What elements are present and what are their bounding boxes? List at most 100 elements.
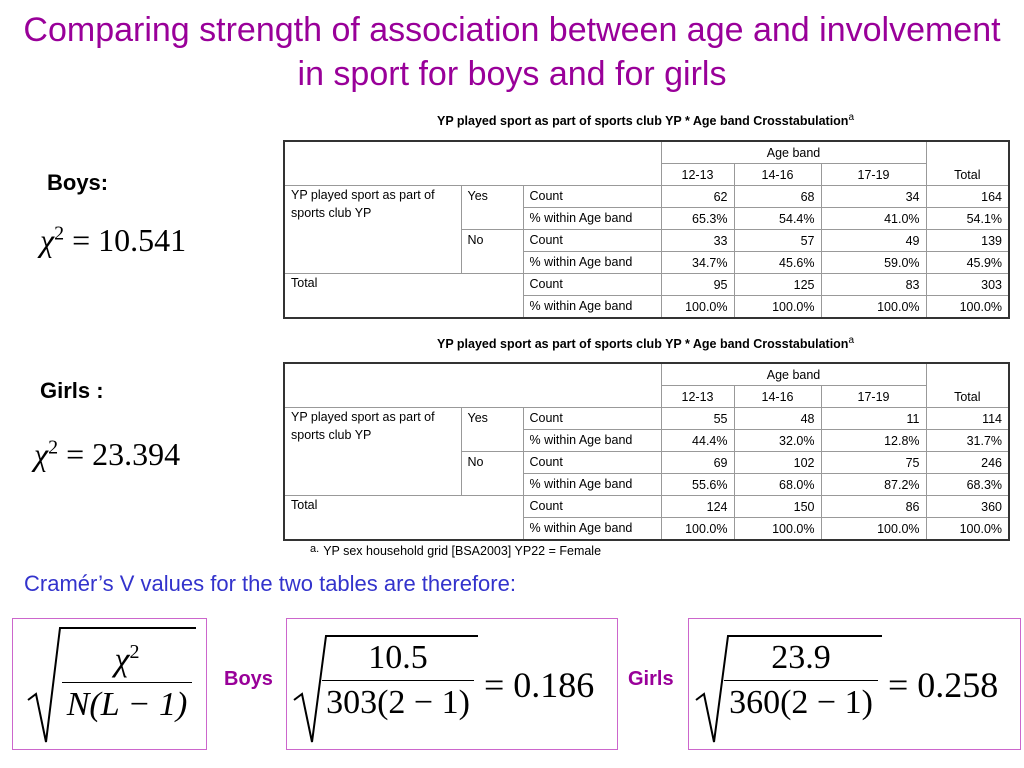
table-row: Total Count 95 125 83 303 bbox=[283, 273, 1010, 319]
numerator-power: 2 bbox=[129, 641, 140, 663]
chi-square: χ2 = 23.394 bbox=[34, 436, 180, 473]
footnote-mark: a. bbox=[310, 543, 320, 555]
cell-value: 100.0% bbox=[925, 517, 1010, 541]
numerator: 23.9 bbox=[771, 639, 831, 676]
chi-value: = 10.541 bbox=[72, 222, 187, 258]
cell-value: 55.6% bbox=[660, 473, 735, 496]
table-row: No Count 33 57 49 139 bbox=[284, 229, 1010, 274]
cell-value: 55 bbox=[660, 407, 735, 430]
formula-label: Girls bbox=[628, 668, 674, 690]
cell-value: 125 bbox=[733, 273, 822, 296]
result: = 0.258 bbox=[888, 665, 999, 705]
formula-box bbox=[12, 618, 207, 750]
result: = 0.186 bbox=[484, 665, 595, 705]
cell-value: 31.7% bbox=[925, 429, 1010, 452]
chi-label: Girls : bbox=[40, 378, 104, 403]
chi-power: 2 bbox=[54, 222, 65, 245]
row-group-label: Total bbox=[283, 273, 524, 319]
row-category-label: No bbox=[460, 229, 524, 274]
table-row: YP played sport as part of sports club Y… bbox=[283, 185, 1010, 274]
row-category-label: No bbox=[460, 451, 524, 496]
header-blank bbox=[283, 362, 662, 408]
numerator-symbol: χ bbox=[114, 641, 130, 679]
cramers-intro: Cramér’s V values for the two tables are… bbox=[24, 571, 516, 596]
denominator: 360(2 − 1) bbox=[729, 684, 873, 721]
table-row: % within Age band 44.4% 32.0% 12.8% 31.7% bbox=[284, 429, 1010, 452]
cell-value: 246 bbox=[925, 451, 1010, 474]
fraction: 23.9 360(2 − 1) bbox=[724, 638, 878, 723]
chi-symbol: χ bbox=[34, 436, 49, 472]
formula-label: Boys bbox=[224, 668, 273, 690]
cell-value: 100.0% bbox=[660, 295, 735, 319]
cell-value: 41.0% bbox=[820, 207, 927, 230]
fraction-bar bbox=[322, 680, 474, 681]
footnote-text: YP sex household grid [BSA2003] YP22 = F… bbox=[323, 544, 602, 558]
radical bbox=[27, 627, 196, 743]
chi-label: Boys: bbox=[47, 170, 109, 195]
formula-box bbox=[286, 618, 618, 750]
denominator: 303(2 − 1) bbox=[326, 684, 470, 721]
cell-value: 49 bbox=[820, 229, 927, 252]
crosstab: Age band Total 12-13 14-16 17-19 YP played sp… bbox=[283, 140, 1011, 319]
cell-value: 45.9% bbox=[925, 251, 1010, 274]
cell-value: 124 bbox=[660, 495, 735, 518]
row-category-label: Yes bbox=[460, 185, 524, 230]
row-group-label: Total bbox=[283, 495, 524, 541]
note-mark: a bbox=[848, 112, 854, 123]
cell-value: 83 bbox=[820, 273, 927, 296]
statistic-label: Count bbox=[522, 495, 662, 518]
statistic-label: Count bbox=[522, 185, 662, 208]
table-row: % within Age band 34.7% 45.6% 59.0% 45.9% bbox=[284, 251, 1010, 274]
cell-value: 100.0% bbox=[820, 295, 927, 319]
cell-value: 68.0% bbox=[733, 473, 822, 496]
cell-value: 54.1% bbox=[925, 207, 1010, 230]
cell-value: 34 bbox=[820, 185, 927, 208]
cell-value: 114 bbox=[925, 407, 1010, 430]
fraction-bar bbox=[724, 680, 878, 681]
chi-value: = 23.394 bbox=[66, 436, 181, 472]
crosstab: Age band Total 12-13 14-16 17-19 YP played sp… bbox=[283, 362, 1011, 541]
formula-box bbox=[688, 618, 1021, 750]
table-row: % within Age band 100.0% 100.0% 100.0% 100.0… bbox=[284, 295, 1010, 319]
statistic-label: Count bbox=[522, 407, 662, 430]
table-row: % within Age band 55.6% 68.0% 87.2% 68.3% bbox=[284, 473, 1010, 496]
cell-value: 33 bbox=[660, 229, 735, 252]
statistic-label: Count bbox=[522, 451, 662, 474]
row-group-label: YP played sport as part of sports club Y… bbox=[283, 185, 462, 274]
column-header: Total bbox=[925, 362, 1010, 408]
table-title: YP played sport as part of sports club Y… bbox=[283, 112, 1008, 128]
fraction-bar bbox=[62, 682, 192, 684]
table-row: Total Count 124 150 86 360 bbox=[283, 495, 1010, 541]
chi-power: 2 bbox=[48, 436, 59, 459]
cell-value: 164 bbox=[925, 185, 1010, 208]
cell-value: 139 bbox=[925, 229, 1010, 252]
cell-value: 100.0% bbox=[733, 295, 822, 319]
cell-value: 11 bbox=[820, 407, 927, 430]
table-title-text: YP played sport as part of sports club Y… bbox=[437, 337, 849, 352]
radical bbox=[293, 635, 478, 743]
cell-value: 86 bbox=[820, 495, 927, 518]
numerator: 10.5 bbox=[368, 639, 428, 676]
table-row: % within Age band 100.0% 100.0% 100.0% 100.0… bbox=[284, 517, 1010, 541]
column-header: 14-16 bbox=[733, 385, 822, 408]
cell-value: 303 bbox=[925, 273, 1010, 296]
header-row: Age band Total bbox=[283, 362, 1010, 408]
statistic-label: Count bbox=[522, 273, 662, 296]
cell-value: 102 bbox=[733, 451, 822, 474]
cell-value: 100.0% bbox=[925, 295, 1010, 319]
table-title-text: YP played sport as part of sports club Y… bbox=[437, 114, 849, 129]
table-row: No Count 69 102 75 246 bbox=[284, 451, 1010, 496]
numerator: χ2 bbox=[62, 632, 192, 680]
statistic-label: % within Age band bbox=[522, 295, 662, 319]
note-mark: a bbox=[848, 335, 854, 346]
denominator: N(L − 1) bbox=[66, 686, 188, 724]
cell-value: 75 bbox=[820, 451, 927, 474]
cell-value: 68.3% bbox=[925, 473, 1010, 496]
cell-value: 57 bbox=[733, 229, 822, 252]
chi-square: χ2 = 10.541 bbox=[40, 222, 186, 259]
cell-value: 150 bbox=[733, 495, 822, 518]
cell-value: 360 bbox=[925, 495, 1010, 518]
